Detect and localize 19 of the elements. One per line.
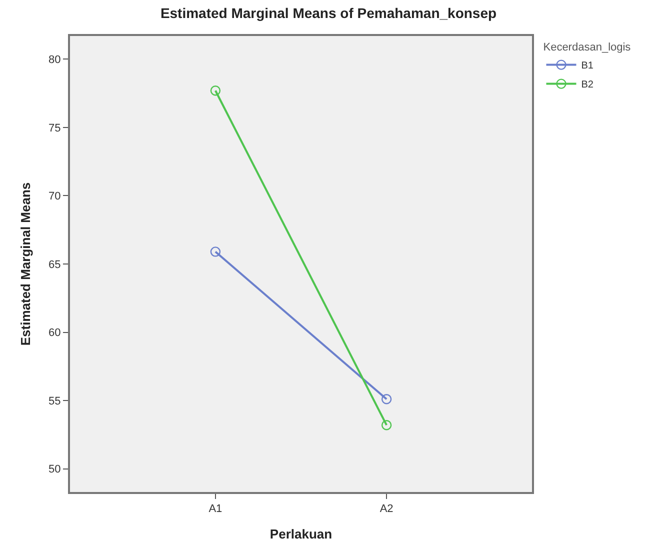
x-tick-label: A1	[208, 503, 222, 516]
chart-title: Estimated Marginal Means of Pemahaman_konsep	[160, 5, 497, 22]
y-tick-label: 65	[48, 258, 61, 271]
point	[210, 246, 221, 257]
legend-title: Kecerdasan_logis	[543, 41, 632, 54]
y-tick-label: 60	[48, 327, 61, 340]
point	[381, 420, 392, 430]
y-tick-label: 50	[48, 464, 61, 476]
legend-label: B2	[581, 80, 594, 91]
x-tick-label: A2	[380, 503, 394, 516]
y-tick-label: 55	[48, 395, 61, 408]
y-tick-label: 80	[48, 54, 61, 66]
y-tick-label: 70	[48, 190, 61, 203]
legend-label: B1	[581, 60, 594, 72]
y-axis-title: Estimated Marginal Means	[18, 182, 33, 346]
y-tick-label: 75	[48, 122, 61, 134]
point	[210, 86, 221, 96]
x-axis-title: Perlakuan	[270, 526, 332, 542]
point	[381, 394, 392, 404]
